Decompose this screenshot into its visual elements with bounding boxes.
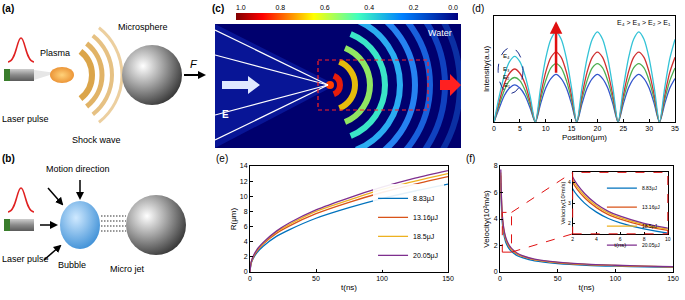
svg-text:8.83μJ: 8.83μJ (642, 185, 658, 191)
svg-text:2: 2 (571, 236, 574, 242)
svg-text:35: 35 (671, 125, 679, 132)
svg-text:4: 4 (494, 215, 498, 222)
svg-text:150: 150 (442, 275, 454, 282)
svg-text:0.4: 0.4 (364, 4, 374, 11)
svg-text:R(μm): R(μm) (229, 207, 238, 230)
svg-text:18.5μJ: 18.5μJ (642, 223, 658, 229)
svg-text:25: 25 (619, 125, 627, 132)
svg-text:0: 0 (492, 125, 496, 132)
svg-text:15: 15 (568, 125, 576, 132)
svg-text:E₄ > E₃ > E₂ > E₁: E₄ > E₃ > E₂ > E₁ (617, 19, 671, 26)
svg-text:8.83μJ: 8.83μJ (413, 195, 434, 203)
svg-text:t(ns): t(ns) (341, 283, 357, 292)
svg-text:1.0: 1.0 (236, 4, 246, 11)
svg-text:10: 10 (542, 125, 550, 132)
svg-text:150: 150 (667, 275, 679, 282)
svg-text:0.8: 0.8 (276, 4, 286, 11)
svg-text:Micro jet: Micro jet (110, 264, 145, 274)
svg-text:Bubble: Bubble (58, 260, 86, 270)
svg-text:E₄: E₄ (503, 53, 510, 59)
svg-text:t(ns): t(ns) (579, 283, 595, 292)
svg-text:(c): (c) (212, 3, 224, 14)
svg-text:t(ns): t(ns) (614, 242, 626, 248)
svg-text:Velocity(10²m/s): Velocity(10²m/s) (482, 190, 491, 248)
svg-text:(e): (e) (216, 153, 228, 164)
svg-text:0.6: 0.6 (320, 4, 330, 11)
svg-text:10: 10 (240, 193, 248, 200)
svg-text:30: 30 (645, 125, 653, 132)
svg-text:(b): (b) (2, 153, 15, 164)
svg-text:6: 6 (244, 223, 248, 230)
svg-text:8: 8 (643, 236, 646, 242)
svg-text:10: 10 (665, 236, 671, 242)
svg-text:E: E (222, 109, 229, 120)
svg-text:20.05μJ: 20.05μJ (413, 252, 438, 260)
svg-text:(a): (a) (2, 3, 14, 14)
svg-text:8: 8 (244, 208, 248, 215)
svg-text:50: 50 (312, 275, 320, 282)
svg-text:13.16μJ: 13.16μJ (413, 214, 438, 222)
svg-text:Water: Water (428, 28, 452, 38)
svg-text:(f): (f) (466, 153, 475, 164)
svg-text:Intensity(a.u): Intensity(a.u) (482, 46, 491, 93)
svg-text:E₃: E₃ (503, 66, 510, 72)
svg-text:100: 100 (376, 275, 388, 282)
svg-text:12: 12 (240, 178, 248, 185)
svg-text:Motion direction: Motion direction (46, 164, 110, 174)
svg-text:2: 2 (244, 253, 248, 260)
svg-text:5: 5 (518, 125, 522, 132)
svg-text:4: 4 (595, 236, 598, 242)
svg-text:(d): (d) (472, 3, 484, 14)
svg-text:8: 8 (494, 162, 498, 169)
svg-text:Position(μm): Position(μm) (562, 133, 607, 142)
svg-text:2: 2 (568, 220, 571, 226)
svg-text:20.05μJ: 20.05μJ (642, 242, 660, 248)
svg-text:6: 6 (619, 236, 622, 242)
svg-text:0: 0 (244, 268, 248, 275)
svg-text:Microsphere: Microsphere (118, 22, 168, 32)
svg-text:3: 3 (568, 200, 571, 206)
svg-text:Laser pulse: Laser pulse (2, 254, 49, 264)
svg-text:0.0: 0.0 (448, 4, 458, 11)
svg-text:18.5μJ: 18.5μJ (413, 233, 434, 241)
svg-text:4: 4 (244, 238, 248, 245)
svg-text:0: 0 (494, 268, 498, 275)
svg-text:0: 0 (248, 275, 252, 282)
svg-text:14: 14 (240, 162, 248, 169)
svg-text:Shock wave: Shock wave (72, 135, 121, 145)
svg-text:E₁: E₁ (504, 82, 510, 88)
svg-text:6: 6 (494, 189, 498, 196)
svg-text:E₂: E₂ (503, 74, 510, 80)
svg-text:0: 0 (498, 275, 502, 282)
svg-text:50: 50 (554, 275, 562, 282)
svg-text:F: F (190, 58, 198, 70)
svg-text:Laser pulse: Laser pulse (2, 114, 49, 124)
svg-text:4: 4 (568, 179, 571, 185)
svg-text:Velocity(10²m/s): Velocity(10²m/s) (560, 182, 566, 225)
svg-text:Plasma: Plasma (40, 48, 70, 58)
svg-text:0.2: 0.2 (409, 4, 419, 11)
svg-text:13.16μJ: 13.16μJ (642, 204, 660, 210)
svg-text:100: 100 (609, 275, 621, 282)
svg-text:20: 20 (594, 125, 602, 132)
svg-text:2: 2 (494, 242, 498, 249)
